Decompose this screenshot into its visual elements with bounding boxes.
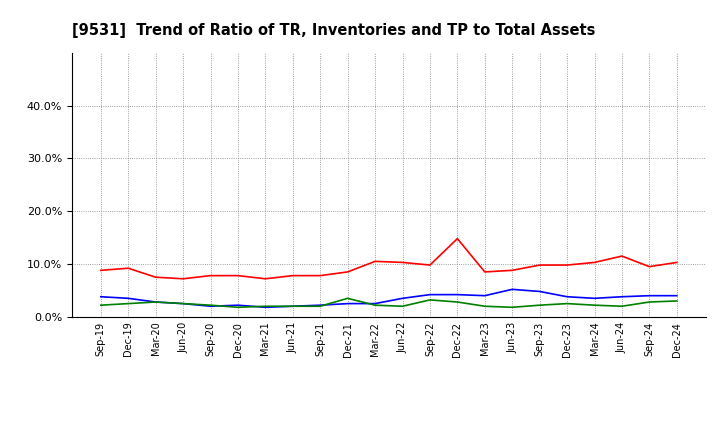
Trade Receivables xyxy=(96,268,105,273)
Trade Receivables xyxy=(536,262,544,268)
Trade Receivables xyxy=(233,273,242,278)
Trade Receivables xyxy=(151,275,160,280)
Inventories xyxy=(179,301,187,306)
Inventories xyxy=(645,293,654,298)
Trade Payables xyxy=(536,303,544,308)
Trade Receivables xyxy=(206,273,215,278)
Inventories xyxy=(151,299,160,304)
Trade Receivables xyxy=(645,264,654,269)
Trade Payables xyxy=(645,299,654,304)
Trade Payables xyxy=(261,304,270,309)
Trade Receivables xyxy=(398,260,407,265)
Inventories xyxy=(453,292,462,297)
Trade Receivables xyxy=(289,273,297,278)
Trade Receivables xyxy=(316,273,325,278)
Trade Payables xyxy=(316,304,325,309)
Trade Payables xyxy=(206,303,215,308)
Trade Receivables xyxy=(426,262,434,268)
Inventories xyxy=(536,289,544,294)
Trade Payables xyxy=(672,298,681,304)
Trade Receivables xyxy=(508,268,516,273)
Inventories xyxy=(289,304,297,309)
Inventories xyxy=(96,294,105,299)
Trade Receivables xyxy=(563,262,572,268)
Trade Receivables xyxy=(453,236,462,241)
Text: [9531]  Trend of Ratio of TR, Inventories and TP to Total Assets: [9531] Trend of Ratio of TR, Inventories… xyxy=(72,23,595,38)
Trade Receivables xyxy=(672,260,681,265)
Inventories xyxy=(563,294,572,299)
Trade Receivables xyxy=(179,276,187,282)
Trade Payables xyxy=(179,301,187,306)
Line: Trade Payables: Trade Payables xyxy=(101,298,677,307)
Inventories xyxy=(233,303,242,308)
Trade Receivables xyxy=(480,269,489,275)
Trade Receivables xyxy=(371,259,379,264)
Inventories xyxy=(316,303,325,308)
Trade Payables xyxy=(343,296,352,301)
Inventories xyxy=(508,287,516,292)
Inventories xyxy=(343,301,352,306)
Inventories xyxy=(590,296,599,301)
Trade Payables xyxy=(289,304,297,309)
Inventories xyxy=(371,301,379,306)
Trade Payables xyxy=(233,304,242,310)
Trade Payables xyxy=(480,304,489,309)
Trade Payables xyxy=(563,301,572,306)
Trade Receivables xyxy=(261,276,270,282)
Inventories xyxy=(398,296,407,301)
Trade Receivables xyxy=(124,266,132,271)
Trade Payables xyxy=(151,299,160,304)
Trade Payables xyxy=(124,301,132,306)
Inventories xyxy=(206,304,215,309)
Line: Inventories: Inventories xyxy=(101,290,677,307)
Trade Receivables xyxy=(343,269,352,275)
Inventories xyxy=(261,304,270,310)
Trade Payables xyxy=(453,299,462,304)
Inventories xyxy=(618,294,626,299)
Trade Payables xyxy=(508,304,516,310)
Inventories xyxy=(426,292,434,297)
Trade Receivables xyxy=(590,260,599,265)
Trade Payables xyxy=(590,303,599,308)
Trade Payables xyxy=(618,304,626,309)
Line: Trade Receivables: Trade Receivables xyxy=(101,238,677,279)
Inventories xyxy=(672,293,681,298)
Inventories xyxy=(124,296,132,301)
Trade Payables xyxy=(96,303,105,308)
Trade Payables xyxy=(371,303,379,308)
Inventories xyxy=(480,293,489,298)
Trade Payables xyxy=(426,297,434,303)
Trade Receivables xyxy=(618,253,626,259)
Trade Payables xyxy=(398,304,407,309)
